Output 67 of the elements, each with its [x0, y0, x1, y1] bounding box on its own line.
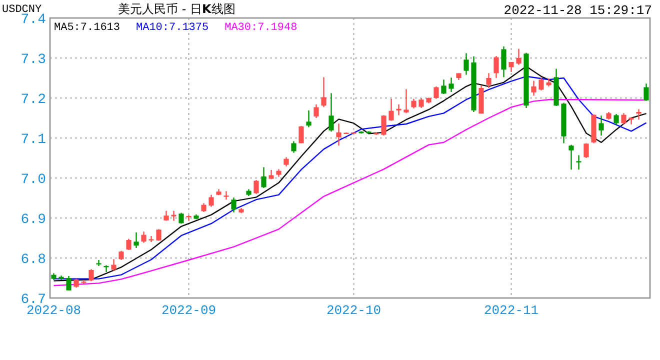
candlestick	[88, 268, 94, 282]
candlestick	[388, 98, 394, 122]
chart-title: 美元人民币 - 日K线图	[118, 2, 236, 16]
y-tick-label: 7.0	[20, 172, 46, 188]
candlestick	[208, 194, 214, 208]
candlestick	[501, 46, 506, 78]
candlestick	[396, 104, 402, 116]
y-tick-label: 6.8	[20, 252, 46, 268]
candlestick	[576, 154, 582, 170]
candlestick	[404, 88, 409, 114]
y-tick-label: 7.3	[20, 52, 46, 68]
candlestick	[336, 123, 342, 146]
candlestick	[66, 275, 72, 291]
candlestick	[178, 212, 184, 224]
candlestick	[148, 235, 154, 243]
annotation: 2022-11-28 15:29:17	[504, 3, 652, 18]
candlestick	[448, 77, 454, 93]
y-tick-label: 7.4	[20, 12, 46, 28]
y-tick-label: 7.1	[20, 132, 46, 148]
candlestick	[284, 156, 289, 167]
candlestick	[314, 104, 319, 119]
candlestick	[164, 210, 169, 222]
candlestick	[614, 113, 619, 126]
x-tick-label: 2022-09	[161, 303, 216, 318]
candlestick	[464, 52, 469, 76]
candlestick	[516, 48, 522, 66]
candlestick	[171, 210, 176, 222]
x-tick-label: 2022-11	[484, 303, 539, 318]
candlestick	[254, 179, 259, 195]
y-tick-label: 7.2	[20, 92, 46, 108]
candlestick	[381, 114, 386, 136]
candlestick	[644, 83, 649, 102]
candlestick	[306, 110, 312, 128]
candlestick	[486, 72, 492, 89]
candlestick	[531, 80, 536, 96]
candlestick	[186, 214, 192, 222]
candlestick	[126, 238, 132, 251]
candlestick	[538, 77, 544, 91]
candlestick	[231, 197, 236, 213]
candlestick	[111, 258, 116, 272]
candlestick	[321, 76, 326, 108]
candlestick	[118, 250, 124, 261]
candlestick	[328, 92, 334, 132]
x-tick-label: 2022-10	[326, 303, 382, 318]
candlestick	[628, 116, 634, 125]
candlestick	[434, 86, 439, 100]
y-tick-label: 6.9	[20, 212, 46, 228]
candlestick	[96, 259, 102, 267]
candlestick	[508, 61, 514, 73]
candlestick	[134, 232, 139, 249]
candlestick	[298, 125, 304, 144]
candlestick	[636, 108, 642, 120]
candlestick	[261, 166, 266, 189]
candlestick	[156, 228, 162, 242]
candlestick	[584, 142, 589, 159]
candlestick	[494, 55, 499, 79]
candlestick	[104, 264, 109, 273]
candlestick	[621, 112, 626, 125]
candlestick	[291, 140, 296, 154]
legend: MA5:7.1613 MA10:7.1375 MA30:7.1948	[54, 22, 298, 34]
candlestick	[411, 98, 416, 109]
candlestick	[418, 98, 424, 109]
candlestick	[568, 144, 574, 170]
candlestick	[141, 231, 146, 244]
candlestick	[598, 115, 604, 136]
candlestick	[441, 79, 446, 95]
candlestick	[224, 190, 229, 200]
